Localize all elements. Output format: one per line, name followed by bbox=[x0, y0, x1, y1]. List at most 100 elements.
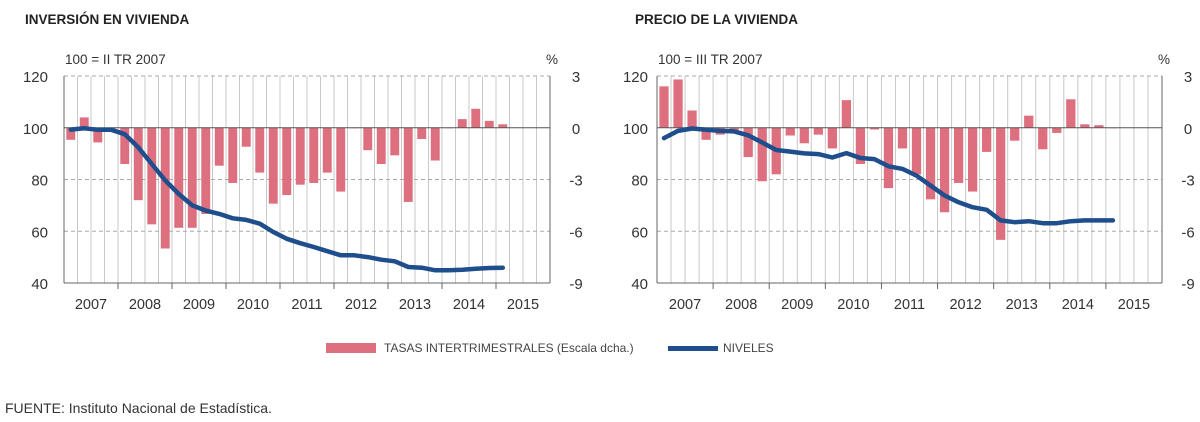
bar bbox=[430, 127, 440, 161]
bar bbox=[174, 127, 184, 228]
legend-bars: TASAS INTERTRIMESTRALES (Escala dcha.) bbox=[326, 341, 634, 355]
left-tick-label: 100 bbox=[623, 121, 648, 138]
bar bbox=[897, 127, 908, 149]
bar bbox=[673, 79, 683, 128]
bar bbox=[911, 127, 922, 175]
right-tick-label: 0 bbox=[1184, 121, 1192, 138]
legend-bar-label: TASAS INTERTRIMESTRALES (Escala dcha.) bbox=[384, 341, 634, 355]
bar bbox=[228, 127, 238, 183]
left-axis-label: 100 = II TR 2007 bbox=[65, 52, 166, 67]
line-niveles bbox=[661, 126, 1116, 226]
chart-precio-vivienda: 40 60 80 100 120 -9 -6 -3 0 3 2007 2008 2009 2010 2011… bbox=[623, 52, 1195, 313]
right-tick-label: -9 bbox=[569, 276, 582, 293]
bar bbox=[687, 110, 697, 128]
x-tick-label: 2008 bbox=[129, 297, 161, 313]
bar bbox=[79, 117, 89, 128]
bar bbox=[953, 127, 964, 183]
x-tick-label: 2014 bbox=[1062, 297, 1094, 313]
bar bbox=[1080, 124, 1090, 128]
x-tick-label: 2012 bbox=[345, 297, 377, 313]
x-tick-label: 2014 bbox=[453, 297, 485, 313]
bar bbox=[996, 127, 1006, 240]
bar bbox=[1052, 127, 1062, 133]
bar bbox=[214, 127, 224, 166]
bar bbox=[1010, 127, 1020, 141]
legend-line-label: NIVELES bbox=[723, 341, 774, 355]
x-tick-label: 2011 bbox=[291, 297, 322, 313]
right-tick-label: -6 bbox=[569, 224, 582, 241]
left-axis-label: 100 = III TR 2007 bbox=[658, 52, 762, 67]
bar bbox=[967, 127, 978, 192]
bar bbox=[160, 127, 170, 249]
right-tick-label: -9 bbox=[1181, 276, 1194, 293]
bar bbox=[322, 127, 332, 173]
bar bbox=[147, 127, 157, 225]
x-tick-label: 2015 bbox=[507, 297, 539, 313]
left-tick-label: 80 bbox=[631, 173, 648, 190]
bar bbox=[1094, 125, 1104, 128]
left-tick-label: 80 bbox=[31, 173, 48, 190]
x-tick-label: 2013 bbox=[1006, 297, 1038, 313]
bar bbox=[376, 127, 386, 164]
x-tick-label: 2015 bbox=[1118, 297, 1150, 313]
bar bbox=[701, 127, 711, 140]
bar bbox=[471, 108, 481, 128]
x-tick-label: 2007 bbox=[669, 297, 701, 313]
left-tick-label: 100 bbox=[23, 121, 48, 138]
legend-line: NIVELES bbox=[668, 341, 774, 355]
chart-title-right: PRECIO DE LA VIVIENDA bbox=[635, 12, 799, 27]
x-tick-label: 2008 bbox=[725, 297, 757, 313]
x-tick-label: 2009 bbox=[183, 297, 215, 313]
right-tick-label: 3 bbox=[1184, 69, 1192, 86]
bar bbox=[201, 127, 211, 214]
bar bbox=[241, 127, 251, 147]
legend-line-swatch bbox=[668, 345, 718, 351]
bar bbox=[939, 127, 950, 213]
bar bbox=[336, 127, 346, 192]
bar bbox=[120, 127, 130, 164]
bar bbox=[925, 127, 936, 200]
bar bbox=[457, 119, 467, 128]
x-tick-label: 2013 bbox=[399, 297, 431, 313]
left-tick-label: 120 bbox=[623, 69, 648, 86]
x-tick-label: 2012 bbox=[949, 297, 981, 313]
x-tick-label: 2011 bbox=[894, 297, 925, 313]
bar bbox=[66, 127, 76, 140]
bar bbox=[982, 127, 992, 152]
bar bbox=[785, 127, 795, 136]
bar bbox=[295, 127, 305, 185]
bar bbox=[363, 127, 373, 151]
x-tick-label: 2007 bbox=[75, 297, 107, 313]
bar bbox=[390, 127, 400, 156]
bar bbox=[1066, 99, 1076, 128]
bar bbox=[484, 120, 494, 128]
chart-inversion-vivienda: 40 60 80 100 120 -9 -6 -3 0 3 2007 2008 2009 2010 2011… bbox=[23, 52, 583, 313]
bar bbox=[255, 127, 265, 173]
bar bbox=[187, 127, 197, 228]
legend-bar-swatch bbox=[326, 343, 376, 353]
bar bbox=[282, 127, 292, 196]
bar bbox=[855, 127, 866, 164]
left-tick-label: 40 bbox=[31, 276, 48, 293]
left-tick-label: 60 bbox=[31, 224, 48, 241]
line-niveles bbox=[68, 126, 506, 273]
x-tick-label: 2009 bbox=[781, 297, 813, 313]
bar bbox=[827, 127, 837, 149]
bar bbox=[659, 86, 669, 128]
right-tick-label: 3 bbox=[572, 69, 580, 86]
bar bbox=[883, 127, 894, 189]
bar bbox=[133, 127, 143, 201]
right-axis-label: % bbox=[1158, 52, 1170, 67]
bar bbox=[869, 127, 880, 130]
source-note: FUENTE: Instituto Nacional de Estadístic… bbox=[5, 400, 272, 416]
left-tick-label: 120 bbox=[23, 69, 48, 86]
bar bbox=[813, 127, 823, 135]
bar bbox=[268, 127, 278, 204]
left-tick-label: 40 bbox=[631, 276, 648, 293]
bar bbox=[1024, 115, 1034, 128]
x-tick-label: 2010 bbox=[837, 297, 869, 313]
bar bbox=[729, 127, 739, 131]
bar bbox=[757, 127, 767, 182]
bar bbox=[403, 127, 413, 202]
right-tick-label: -3 bbox=[1181, 173, 1194, 190]
